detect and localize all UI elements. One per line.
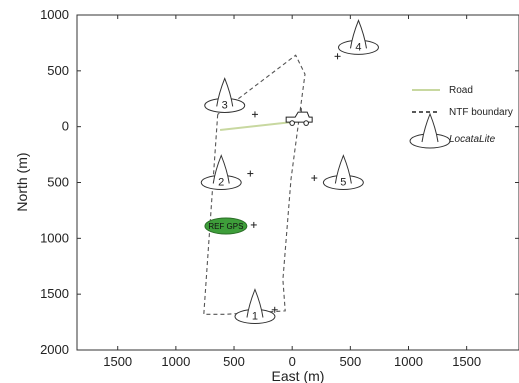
- locatalite-marker: 2: [200, 154, 242, 190]
- plus-marker: [250, 221, 257, 228]
- locatalite-label: 3: [222, 99, 228, 111]
- x-tick-label: 1500: [452, 354, 481, 369]
- plus-marker: [311, 175, 318, 182]
- cone-body: [212, 154, 230, 184]
- locatalite-marker: 5: [322, 154, 364, 190]
- ntf-boundary-line: [203, 54, 306, 315]
- plus-marker: [247, 170, 254, 177]
- locatalite-marker: 1: [234, 288, 276, 324]
- vehicle-wheel: [303, 120, 309, 126]
- locatalite-label: 2: [218, 177, 224, 189]
- x-tick-label: 1500: [103, 354, 132, 369]
- y-tick-label: 1000: [40, 230, 69, 245]
- x-tick-label: 500: [223, 354, 245, 369]
- x-tick-label: 500: [339, 354, 361, 369]
- y-tick-label: 0: [62, 119, 69, 134]
- legend-locatalite-swatch: [409, 112, 451, 149]
- x-tick-label: 1000: [161, 354, 190, 369]
- legend-boundary-label: NTF boundary: [449, 107, 513, 118]
- y-axis-label: North (m): [14, 152, 30, 211]
- boundary-layer: [203, 54, 306, 315]
- x-tick-label: 0: [289, 354, 296, 369]
- legend-locatalite-label: LocataLite: [449, 134, 496, 145]
- cone-body: [246, 288, 264, 318]
- ref-gps-layer: REF GPS: [204, 217, 248, 235]
- y-tick-label: 1500: [40, 286, 69, 301]
- legend: Road NTF boundary LocataLite: [409, 85, 513, 149]
- ticks-layer: 1500 1000 500 0 500 1000 150010005000500100015…: [40, 7, 519, 369]
- y-tick-label: 2000: [40, 342, 69, 357]
- vehicle-layer: [285, 108, 313, 126]
- x-axis-label: East (m): [272, 368, 325, 383]
- cone-body: [334, 154, 352, 184]
- ref-gps-marker: [204, 217, 248, 235]
- locatalite-marker: 4: [337, 19, 379, 55]
- vehicle-wheel: [289, 120, 295, 126]
- locatalite-label: 1: [252, 311, 258, 323]
- plus-marker: [271, 306, 278, 313]
- y-tick-label: 500: [47, 63, 69, 78]
- locatalite-label: 4: [355, 41, 361, 53]
- plus-markers-layer: [247, 53, 341, 313]
- plot-frame: [76, 14, 519, 351]
- ref-gps-label: REF GPS: [208, 222, 243, 231]
- cone-body: [216, 77, 234, 107]
- legend-road-label: Road: [449, 85, 473, 96]
- plus-marker: [334, 53, 341, 60]
- cone-body: [421, 112, 439, 143]
- locatalite-layer: 1 2 3 4 5: [200, 19, 379, 324]
- y-tick-label: 1000: [40, 7, 69, 22]
- cone-body: [349, 19, 367, 49]
- y-tick-label: 500: [47, 175, 69, 190]
- locatalite-label: 5: [340, 177, 346, 189]
- x-tick-label: 1000: [394, 354, 423, 369]
- plus-marker: [251, 111, 258, 118]
- vehicle-icon: [285, 108, 313, 126]
- vehicle-body: [285, 111, 313, 123]
- locatalite-marker: 3: [204, 77, 246, 113]
